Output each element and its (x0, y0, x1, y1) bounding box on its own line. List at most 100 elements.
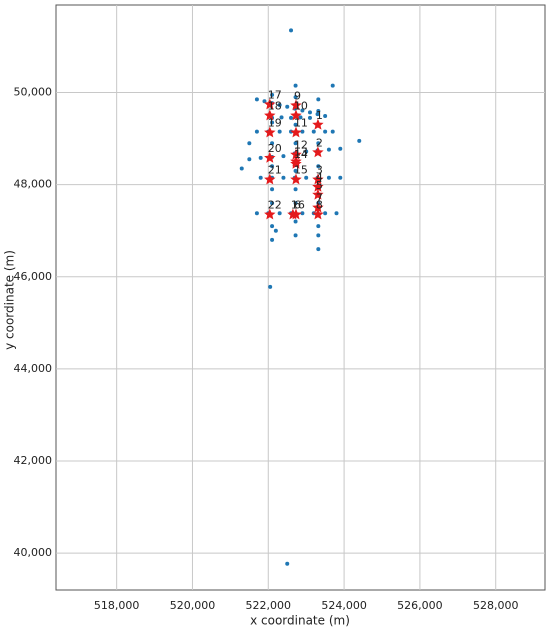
point (293, 83, 298, 88)
point (334, 211, 339, 216)
point-label: 2 (316, 136, 323, 149)
point (357, 138, 362, 143)
point (323, 114, 328, 119)
point (304, 175, 309, 180)
point (300, 108, 305, 113)
y-tick-label: 46,000 (14, 270, 53, 283)
point (247, 157, 252, 162)
point (254, 97, 259, 102)
point-label: 1 (316, 109, 323, 122)
point (315, 112, 320, 117)
point-label: 7 (316, 192, 323, 205)
point (254, 129, 259, 134)
point-label: 10 (294, 100, 308, 113)
point-label: 5 (316, 179, 323, 192)
point (270, 120, 275, 125)
point (300, 211, 305, 216)
point (323, 211, 328, 216)
point (277, 102, 282, 107)
point (285, 104, 290, 109)
point-label: 21 (268, 164, 282, 177)
point-label: 20 (268, 142, 282, 155)
star-marker (312, 188, 324, 200)
star-marker (312, 173, 324, 185)
star-marker (312, 180, 324, 192)
point (304, 149, 309, 154)
star-marker (264, 109, 276, 121)
point (307, 110, 312, 115)
star-marker (290, 99, 302, 111)
point (247, 141, 252, 146)
point (281, 154, 286, 159)
point (289, 28, 294, 33)
point (293, 219, 298, 224)
y-tick-label: 48,000 (14, 178, 53, 191)
star-marker (290, 157, 302, 169)
plot-frame (55, 4, 546, 591)
x-tick-label: 528,000 (473, 599, 519, 612)
point (270, 141, 275, 146)
star-marker (264, 151, 276, 163)
point (338, 175, 343, 180)
point (293, 168, 298, 173)
point (281, 175, 286, 180)
point (316, 97, 321, 102)
star-marker (290, 126, 302, 138)
y-tick-label: 50,000 (14, 86, 53, 99)
point (258, 175, 263, 180)
point (323, 129, 328, 134)
y-tick-label: 42,000 (14, 454, 53, 467)
point-label: 11 (294, 117, 308, 130)
point (254, 211, 259, 216)
point (293, 233, 298, 238)
point (311, 129, 316, 134)
point-label: 14 (294, 148, 308, 161)
point (316, 164, 321, 169)
point (338, 146, 343, 151)
point (270, 92, 275, 97)
point (268, 284, 273, 289)
point-label: 3 (316, 164, 323, 177)
point (326, 175, 331, 180)
y-axis-label: y coordinate (m) (3, 250, 17, 350)
point (293, 141, 298, 146)
star-marker (290, 148, 302, 160)
point (277, 129, 282, 134)
star-marker (264, 173, 276, 185)
point-label: 18 (268, 100, 282, 113)
point (316, 141, 321, 146)
point (293, 201, 298, 206)
x-tick-label: 526,000 (397, 599, 443, 612)
point-label: 15 (294, 164, 308, 177)
point-label: 9 (294, 89, 301, 102)
point (279, 115, 284, 120)
point (293, 122, 298, 127)
point-label: 19 (268, 117, 282, 130)
star-marker (290, 173, 302, 185)
point (270, 187, 275, 192)
star-marker (290, 109, 302, 121)
point (298, 115, 303, 120)
x-tick-label: 520,000 (170, 599, 216, 612)
y-tick-label: 44,000 (14, 362, 53, 375)
star-marker (264, 98, 276, 110)
star-marker (264, 208, 276, 220)
star-marker (312, 118, 324, 130)
point-label: 22 (268, 199, 282, 212)
star-marker (312, 201, 324, 213)
point (316, 233, 321, 238)
point-label: 4 (316, 171, 323, 184)
x-tick-label: 518,000 (94, 599, 140, 612)
point (316, 247, 321, 252)
point (293, 95, 298, 100)
star-marker (312, 208, 324, 220)
point-label: 12 (294, 139, 308, 152)
point-label: 16 (291, 199, 305, 212)
point (300, 129, 305, 134)
point (270, 224, 275, 229)
point (258, 155, 263, 160)
point (330, 129, 335, 134)
point-label: 17 (268, 88, 282, 101)
point (330, 83, 335, 88)
x-tick-label: 524,000 (321, 599, 367, 612)
